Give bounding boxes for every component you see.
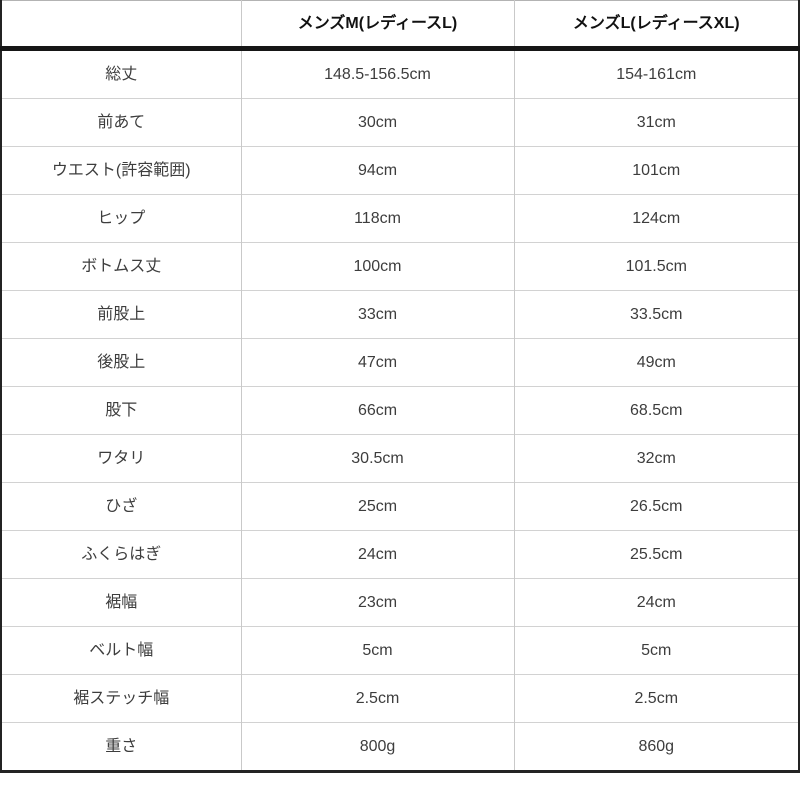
table-row: 重さ 800g 860g: [1, 722, 799, 772]
row-value-mens-m: 24cm: [240, 530, 514, 579]
header-row: メンズM(レディースL) メンズL(レディースXL): [1, 0, 799, 51]
row-label: ベルト幅: [1, 626, 241, 675]
row-value-mens-l: 33.5cm: [513, 290, 799, 339]
row-label: 裾幅: [1, 578, 241, 627]
row-value-mens-m: 33cm: [240, 290, 514, 339]
row-label: ひざ: [1, 482, 241, 531]
table-row: 前股上 33cm 33.5cm: [1, 290, 799, 339]
row-value-mens-l: 5cm: [513, 626, 799, 675]
table-row: ベルト幅 5cm 5cm: [1, 626, 799, 675]
row-value-mens-m: 94cm: [240, 146, 514, 195]
row-label: ウエスト(許容範囲): [1, 146, 241, 195]
row-value-mens-l: 860g: [513, 722, 799, 772]
size-table-header: メンズM(レディースL) メンズL(レディースXL): [1, 0, 799, 51]
size-table-body: 総丈 148.5-156.5cm 154-161cm 前あて 30cm 31cm ウエスト(…: [1, 48, 799, 772]
row-value-mens-m: 47cm: [240, 338, 514, 387]
row-label: 前股上: [1, 290, 241, 339]
table-row: 前あて 30cm 31cm: [1, 98, 799, 147]
table-row: ヒップ 118cm 124cm: [1, 194, 799, 243]
row-label: ワタリ: [1, 434, 241, 483]
row-value-mens-m: 23cm: [240, 578, 514, 627]
header-corner-cell: [1, 0, 241, 51]
row-value-mens-l: 26.5cm: [513, 482, 799, 531]
row-value-mens-m: 30.5cm: [240, 434, 514, 483]
table-row: ひざ 25cm 26.5cm: [1, 482, 799, 531]
row-value-mens-l: 49cm: [513, 338, 799, 387]
row-value-mens-l: 32cm: [513, 434, 799, 483]
table-row: 裾ステッチ幅 2.5cm 2.5cm: [1, 674, 799, 723]
row-value-mens-l: 31cm: [513, 98, 799, 147]
row-label: ふくらはぎ: [1, 530, 241, 579]
table-row: ふくらはぎ 24cm 25.5cm: [1, 530, 799, 579]
row-value-mens-m: 148.5-156.5cm: [240, 48, 514, 99]
row-value-mens-m: 800g: [240, 722, 514, 772]
row-value-mens-l: 24cm: [513, 578, 799, 627]
row-label: 前あて: [1, 98, 241, 147]
table-row: ワタリ 30.5cm 32cm: [1, 434, 799, 483]
table-row: 裾幅 23cm 24cm: [1, 578, 799, 627]
row-value-mens-m: 100cm: [240, 242, 514, 291]
row-value-mens-l: 154-161cm: [513, 48, 799, 99]
row-label: ボトムス丈: [1, 242, 241, 291]
table-row: 後股上 47cm 49cm: [1, 338, 799, 387]
row-value-mens-m: 66cm: [240, 386, 514, 435]
row-label: ヒップ: [1, 194, 241, 243]
row-value-mens-l: 68.5cm: [513, 386, 799, 435]
row-value-mens-m: 118cm: [240, 194, 514, 243]
row-value-mens-l: 2.5cm: [513, 674, 799, 723]
table-row: ボトムス丈 100cm 101.5cm: [1, 242, 799, 291]
table-row: 総丈 148.5-156.5cm 154-161cm: [1, 48, 799, 99]
row-value-mens-l: 101.5cm: [513, 242, 799, 291]
table-row: 股下 66cm 68.5cm: [1, 386, 799, 435]
header-col-mens-m: メンズM(レディースL): [240, 0, 514, 51]
row-label: 重さ: [1, 722, 241, 772]
row-value-mens-m: 5cm: [240, 626, 514, 675]
row-value-mens-l: 124cm: [513, 194, 799, 243]
row-label: 股下: [1, 386, 241, 435]
row-value-mens-m: 30cm: [240, 98, 514, 147]
row-label: 後股上: [1, 338, 241, 387]
table-row: ウエスト(許容範囲) 94cm 101cm: [1, 146, 799, 195]
size-chart-table: メンズM(レディースL) メンズL(レディースXL) 総丈 148.5-156.5…: [0, 0, 800, 773]
row-value-mens-m: 2.5cm: [240, 674, 514, 723]
row-value-mens-l: 25.5cm: [513, 530, 799, 579]
row-value-mens-m: 25cm: [240, 482, 514, 531]
header-col-mens-l: メンズL(レディースXL): [513, 0, 799, 51]
row-label: 裾ステッチ幅: [1, 674, 241, 723]
row-label: 総丈: [1, 48, 241, 99]
row-value-mens-l: 101cm: [513, 146, 799, 195]
